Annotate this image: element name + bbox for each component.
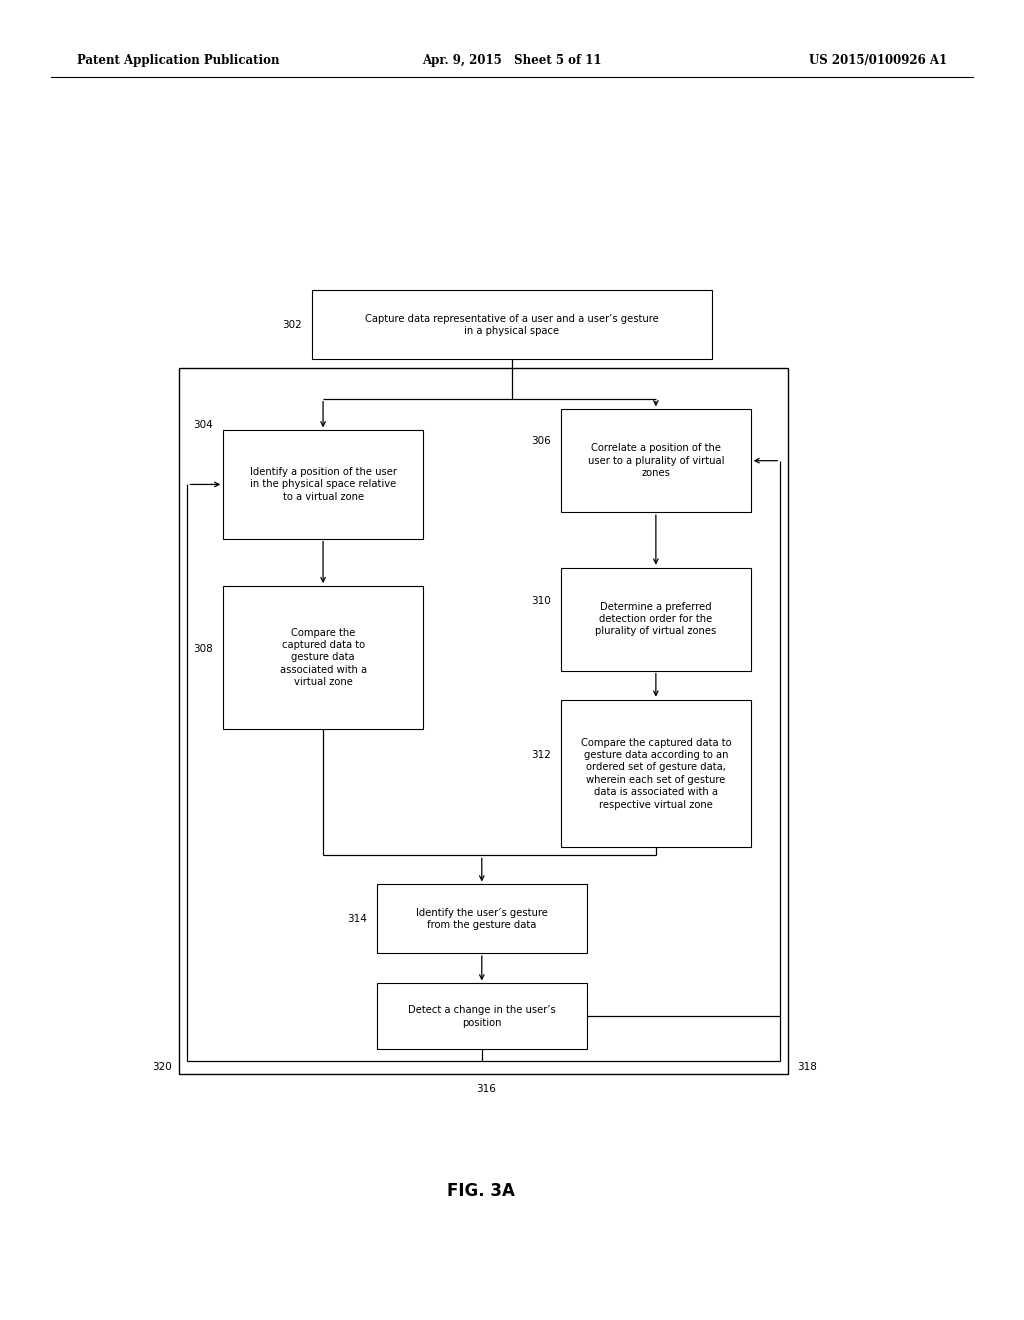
Bar: [377, 983, 587, 1049]
Text: Identify the user’s gesture
from the gesture data: Identify the user’s gesture from the ges…: [416, 908, 548, 929]
Text: 304: 304: [194, 420, 213, 430]
Text: Correlate a position of the
user to a plurality of virtual
zones: Correlate a position of the user to a pl…: [588, 444, 724, 478]
Text: 314: 314: [347, 913, 367, 924]
Text: 308: 308: [194, 644, 213, 655]
Bar: [179, 368, 788, 1074]
Text: 316: 316: [476, 1084, 496, 1094]
Bar: [312, 290, 712, 359]
Text: Detect a change in the user’s
position: Detect a change in the user’s position: [408, 1006, 556, 1027]
Text: Identify a position of the user
in the physical space relative
to a virtual zone: Identify a position of the user in the p…: [250, 467, 396, 502]
Text: Determine a preferred
detection order for the
plurality of virtual zones: Determine a preferred detection order fo…: [595, 602, 717, 636]
Text: Apr. 9, 2015   Sheet 5 of 11: Apr. 9, 2015 Sheet 5 of 11: [422, 54, 602, 67]
Text: Compare the
captured data to
gesture data
associated with a
virtual zone: Compare the captured data to gesture dat…: [280, 627, 367, 688]
Text: Capture data representative of a user and a user’s gesture
in a physical space: Capture data representative of a user an…: [366, 314, 658, 335]
Text: 320: 320: [153, 1061, 172, 1072]
Text: 312: 312: [531, 750, 551, 760]
Bar: [223, 586, 423, 729]
Text: 318: 318: [797, 1061, 816, 1072]
Text: Patent Application Publication: Patent Application Publication: [77, 54, 280, 67]
Text: 302: 302: [283, 319, 302, 330]
Text: 310: 310: [531, 595, 551, 606]
Bar: [561, 700, 751, 847]
Text: FIG. 3A: FIG. 3A: [447, 1181, 515, 1200]
Bar: [223, 430, 423, 539]
Bar: [377, 884, 587, 953]
Text: Compare the captured data to
gesture data according to an
ordered set of gesture: Compare the captured data to gesture dat…: [581, 738, 731, 809]
Bar: [561, 568, 751, 671]
Text: 306: 306: [531, 436, 551, 446]
Bar: [561, 409, 751, 512]
Text: US 2015/0100926 A1: US 2015/0100926 A1: [809, 54, 947, 67]
